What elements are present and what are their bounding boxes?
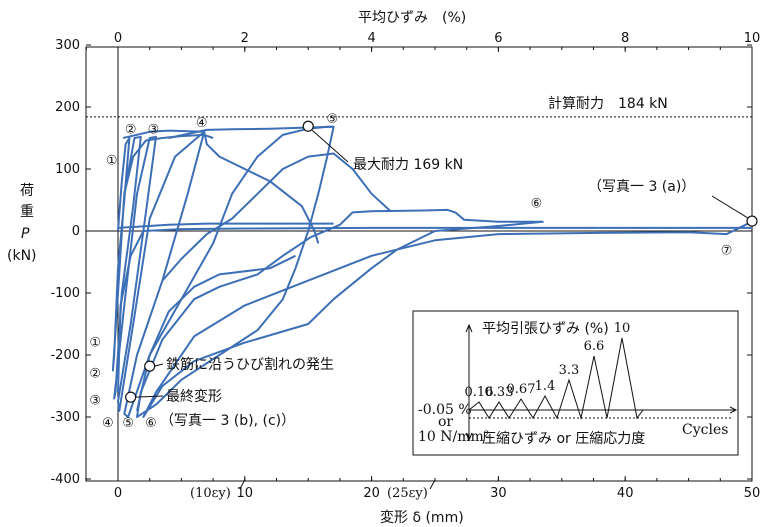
inset-loading-path: [468, 337, 644, 420]
inset-frame: [412, 310, 739, 456]
hysteresis-curve: [111, 125, 753, 418]
inset-peak-label: 1.4: [535, 379, 556, 394]
cycle-label: ①: [106, 154, 118, 169]
x-tick-label: 40: [617, 486, 634, 501]
cycle-label: ①: [89, 335, 101, 350]
plot-frame: [85, 46, 753, 482]
strain-mark-10: (10εy): [190, 486, 231, 501]
cycle-label: ④: [196, 116, 208, 131]
marker-max: [302, 120, 314, 132]
max-capacity-label: 最大耐力 169 kN: [353, 157, 463, 173]
cycle-label: ⑤: [122, 416, 134, 431]
final-label: 最終変形: [166, 388, 222, 405]
x-tick-label: 10: [237, 486, 254, 501]
photo-a-label: （写真一 3 (a)）: [588, 179, 695, 195]
y-label-2: 重: [20, 204, 34, 220]
inset-ylabel-bottom: 圧縮ひずみ or 圧縮応力度: [482, 431, 645, 447]
x-tick-label: 0: [114, 486, 122, 501]
y-tick-label: 100: [55, 162, 80, 177]
hysteresis-curve-segment: [136, 254, 296, 412]
x-tick-label: 50: [744, 486, 760, 501]
x-tick-label: 30: [490, 486, 507, 501]
strain-mark-arrow: [239, 479, 246, 490]
y-tick-label: 0: [72, 224, 80, 239]
inset-ylabel-top: 平均引張ひずみ (%): [482, 321, 609, 337]
cycle-label: ⑥: [145, 416, 157, 431]
marker-end: [746, 215, 758, 227]
y-tick-label: 200: [55, 100, 80, 115]
top-axis-label: 平均ひずみ (%): [358, 10, 466, 26]
x2-tick-label: 6: [494, 31, 502, 46]
crack-label: 鉄筋に沿うひび割れの発生: [166, 356, 334, 373]
cycle-label: ③: [148, 123, 160, 138]
x2-tick-label: 2: [241, 31, 249, 46]
cycle-label: ⑤: [326, 112, 338, 127]
y-tick-label: -100: [50, 286, 80, 301]
y-tick-label: -200: [50, 348, 80, 363]
marker-final: [125, 391, 137, 403]
photo-bc-label: （写真一 3 (b), (c)）: [160, 413, 295, 429]
cycle-label: ③: [89, 394, 101, 409]
inset-peak-label: 3.3: [559, 363, 580, 378]
crack-leader: [154, 363, 164, 367]
y-label-4: (kN): [7, 248, 37, 264]
marker-crack: [144, 360, 156, 372]
hysteresis-curve-segment: [117, 226, 752, 393]
strain-mark-25: (25εy): [387, 486, 428, 501]
strain-mark-arrow: [429, 479, 436, 490]
hysteresis-curve-segment: [122, 129, 205, 139]
cycle-label: ②: [89, 366, 101, 381]
x2-tick-label: 4: [367, 31, 375, 46]
inset-left-label-2: or: [438, 414, 453, 430]
inset-peak-label: 6.6: [584, 339, 605, 354]
x-tick-label: 20: [363, 486, 380, 501]
hysteresis-curve-segment: [123, 133, 214, 195]
cycle-label: ②: [125, 123, 137, 138]
x2-tick-label: 10: [744, 31, 760, 46]
final-leader: [135, 395, 164, 398]
x2-tick-label: 8: [621, 31, 629, 46]
inset-x-arrow: [729, 406, 738, 414]
inset-peak-label: 10: [614, 321, 631, 336]
max-leader: [311, 129, 349, 163]
hysteresis-curve-segment: [161, 152, 392, 282]
y-tick-label: 300: [55, 38, 80, 53]
y-tick-label: -400: [50, 472, 80, 487]
x2-tick-label: 0: [114, 31, 122, 46]
cycle-label: ④: [102, 416, 114, 431]
reference-line-label: 計算耐力 184 kN: [548, 96, 668, 112]
inset-left-label-1: -0.05 %: [418, 402, 472, 418]
cycle-label: ⑦: [721, 244, 733, 259]
inset-peak-label: 0.16: [465, 385, 494, 400]
inset-peak-label: 0.67: [507, 382, 536, 397]
inset-y-arrow-down: [465, 432, 473, 442]
inset-y-arrow-up: [465, 323, 473, 333]
photo-a-leader: [711, 195, 749, 219]
hysteresis-curve-segment: [203, 131, 320, 244]
y-tick-label: -300: [50, 410, 80, 425]
y-label-3: P: [21, 226, 30, 242]
x-axis-label: 変形 δ (mm): [380, 509, 464, 526]
cycle-label: ⑥: [531, 196, 543, 211]
inset-xlabel: Cycles: [682, 422, 728, 438]
y-label-1: 荷: [20, 183, 34, 199]
inset-left-label-3: 10 N/mm²: [418, 429, 489, 445]
loading-history-inset: 平均引張ひずみ (%) 圧縮ひずみ or 圧縮応力度 Cycles -0.05 …: [412, 310, 739, 456]
inset-peak-label: 0.33: [485, 385, 514, 400]
